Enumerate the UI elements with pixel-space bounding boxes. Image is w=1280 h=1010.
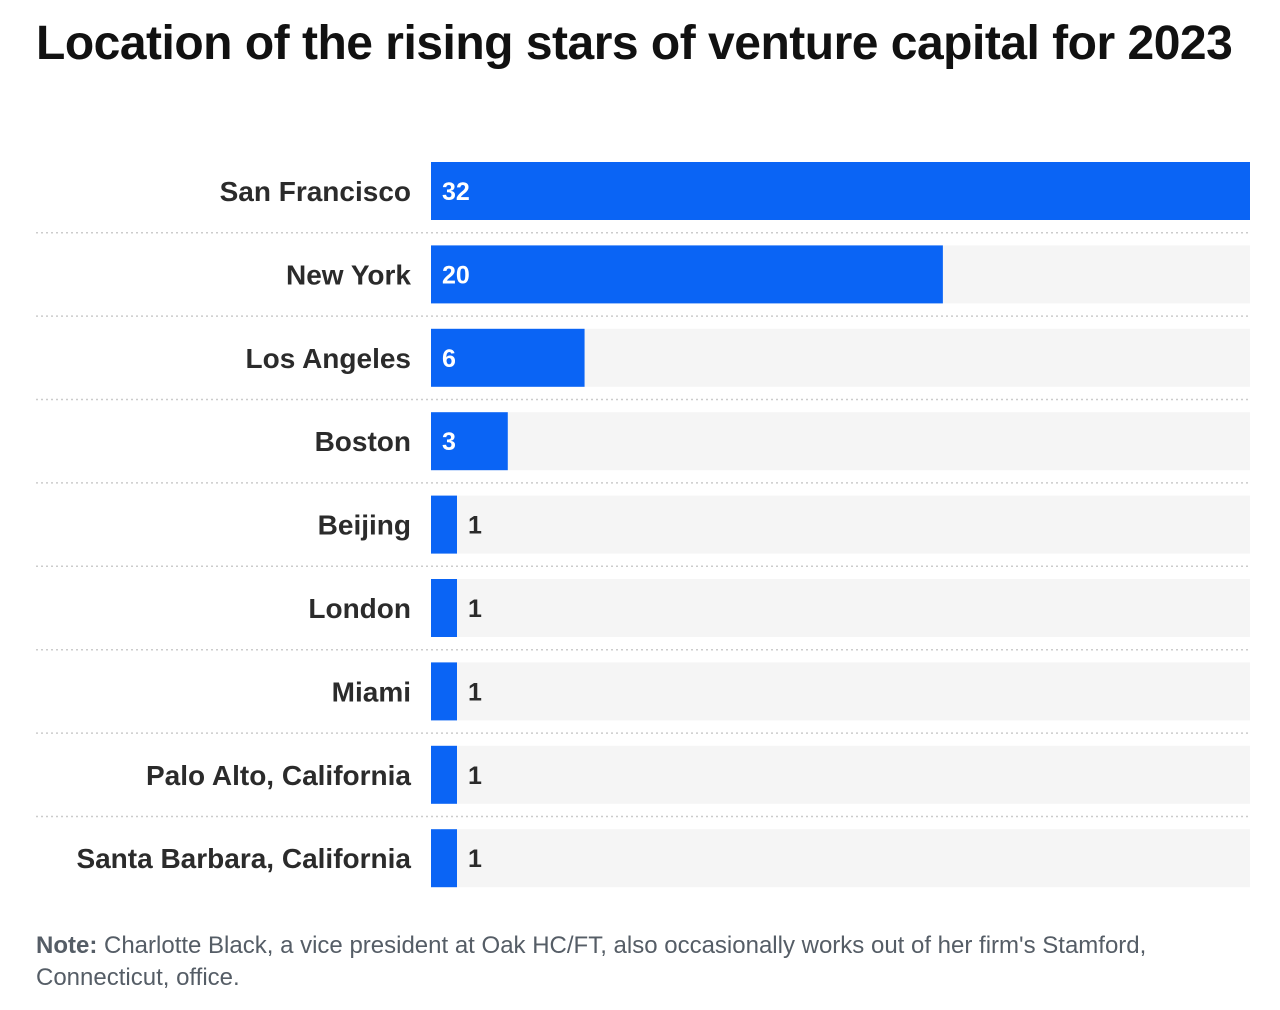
- value-label-boston: 3: [442, 428, 456, 456]
- bar-boston: [431, 412, 508, 471]
- bar-new-york: [431, 245, 943, 304]
- bar-san-francisco: [431, 162, 1250, 220]
- value-label-new-york: 20: [442, 261, 470, 289]
- bar-london: [431, 579, 457, 637]
- category-label-boston: Boston: [315, 426, 411, 457]
- chart-note: Note: Charlotte Black, a vice president …: [36, 930, 1246, 994]
- category-label-san-francisco: San Francisco: [220, 176, 411, 207]
- chart-title: Location of the rising stars of venture …: [36, 17, 1233, 70]
- bar-track-palo-alto-california: [431, 745, 1250, 804]
- bar-track-boston: [431, 412, 1250, 471]
- category-label-los-angeles: Los Angeles: [246, 343, 411, 374]
- category-label-palo-alto-california: Palo Alto, California: [146, 760, 411, 791]
- bar-santa-barbara-california: [431, 829, 457, 888]
- note-text: Charlotte Black, a vice president at Oak…: [36, 932, 1147, 991]
- value-label-beijing: 1: [468, 512, 482, 540]
- bar-track-london: [431, 579, 1250, 637]
- bar-track-miami: [431, 662, 1250, 721]
- bar-track-beijing: [431, 495, 1250, 554]
- bar-palo-alto-california: [431, 745, 457, 804]
- note-label: Note:: [36, 932, 98, 959]
- bar-beijing: [431, 495, 457, 554]
- value-label-london: 1: [468, 595, 482, 623]
- value-label-san-francisco: 32: [442, 178, 470, 206]
- category-label-santa-barbara-california: Santa Barbara, California: [76, 843, 411, 874]
- bar-los-angeles: [431, 328, 585, 387]
- value-label-miami: 1: [468, 678, 482, 706]
- value-label-los-angeles: 6: [442, 345, 456, 373]
- value-label-palo-alto-california: 1: [468, 762, 482, 790]
- value-label-santa-barbara-california: 1: [468, 845, 482, 873]
- category-label-new-york: New York: [286, 259, 411, 290]
- category-label-miami: Miami: [332, 676, 411, 707]
- bar-miami: [431, 662, 457, 721]
- bar-track-santa-barbara-california: [431, 829, 1250, 888]
- category-label-london: London: [308, 593, 411, 624]
- category-label-beijing: Beijing: [318, 510, 411, 541]
